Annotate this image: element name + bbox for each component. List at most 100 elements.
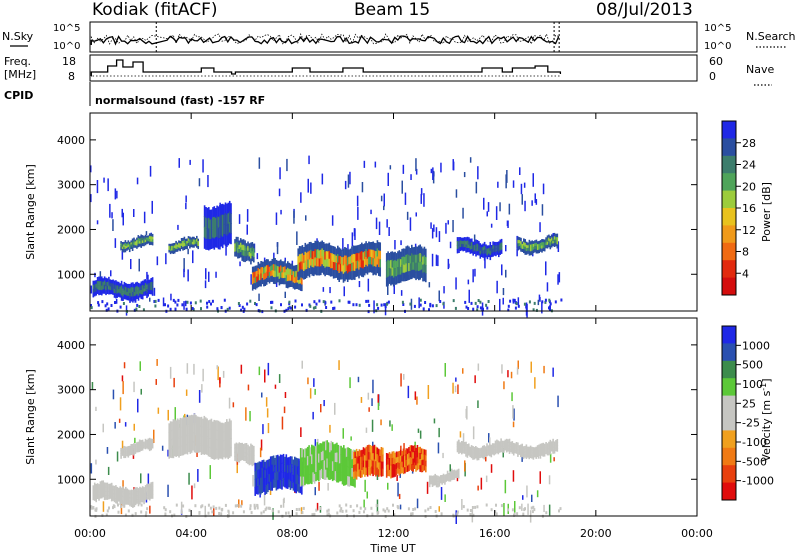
scatter-echo — [217, 366, 219, 381]
echo-cell — [322, 242, 325, 251]
echo-cell — [385, 277, 388, 287]
echo-cell — [511, 444, 514, 448]
near-range-echo — [285, 308, 288, 312]
echo-cell — [413, 246, 416, 256]
echo-cell — [317, 249, 319, 259]
echo-cell — [327, 251, 329, 260]
echo-cell — [227, 234, 230, 246]
echo-cell — [214, 420, 217, 431]
echo-cell — [366, 250, 369, 260]
scatter-echo — [495, 206, 498, 220]
echo-cell — [277, 454, 279, 464]
scatter-echo — [112, 219, 114, 231]
echo-cell — [244, 245, 246, 252]
echo-cell — [112, 492, 114, 498]
echo-cell — [133, 240, 135, 243]
scatter-echo — [249, 411, 251, 422]
echo-cell — [536, 453, 539, 457]
echo-cell — [441, 479, 443, 483]
scatter-echo — [438, 231, 441, 242]
echo-cell — [475, 239, 477, 245]
echo-cell — [345, 255, 348, 264]
echo-cell — [182, 435, 185, 446]
echo-cell — [309, 465, 312, 475]
echo-cell — [404, 256, 406, 266]
echo-cell — [291, 456, 293, 465]
echo-cell — [214, 208, 217, 219]
echo-cell — [395, 457, 398, 464]
echo-cell — [425, 460, 427, 467]
echo-cell — [117, 494, 120, 499]
echo-cell — [230, 438, 232, 448]
echo-cell — [325, 450, 327, 461]
echo-cell — [460, 447, 463, 452]
echo-cell — [151, 494, 154, 499]
echo-cell — [300, 269, 302, 278]
scatter-echo — [209, 465, 211, 479]
scatter-echo — [452, 159, 454, 171]
echo-cell — [140, 440, 143, 444]
echo-cell — [176, 242, 179, 246]
echo-cell — [344, 247, 346, 256]
near-range-echo — [513, 512, 516, 516]
beam-title: Beam 15 — [354, 0, 430, 20]
echo-cell — [289, 464, 292, 474]
echo-cell — [213, 439, 216, 450]
echo-cell — [545, 239, 547, 244]
near-range-echo — [345, 503, 348, 507]
echo-cell — [171, 248, 173, 251]
echo-cell — [119, 495, 122, 501]
echo-cell — [379, 259, 382, 269]
scatter-echo — [258, 293, 260, 301]
echo-cell — [545, 237, 547, 241]
echo-cell — [518, 449, 521, 453]
echo-cell — [304, 242, 307, 253]
echo-cell — [387, 251, 389, 261]
echo-cell — [313, 455, 316, 466]
echo-cell — [397, 451, 399, 458]
time-axis: 00:00 04:00 08:00 12:00 16:00 20:00 00:00 — [74, 113, 713, 540]
echo-cell — [194, 243, 197, 247]
echo-cell — [186, 246, 188, 250]
echo-cell — [490, 453, 493, 458]
echo-cell — [306, 474, 309, 485]
echo-cell — [146, 235, 148, 239]
echo-cell — [552, 446, 554, 451]
echo-cell — [169, 251, 172, 255]
echo-cell — [176, 249, 179, 252]
scatter-echo — [123, 362, 126, 369]
scatter-echo — [119, 397, 122, 411]
echo-cell — [99, 281, 102, 287]
echo-cell — [358, 456, 361, 464]
echo-cell — [150, 441, 153, 445]
echo-cell — [146, 446, 148, 449]
echo-cell — [110, 290, 113, 295]
echo-cell — [223, 440, 225, 449]
scatter-echo — [111, 212, 113, 219]
echo-cell — [146, 280, 148, 286]
echo-cell — [543, 446, 546, 451]
echo-cell — [418, 463, 420, 470]
echo-cell — [546, 235, 549, 240]
echo-cell — [189, 242, 191, 246]
echo-cell — [143, 444, 145, 448]
echo-cell — [549, 245, 552, 250]
echo-cell — [493, 245, 496, 250]
echo-cell — [214, 217, 217, 229]
echo-cell — [362, 268, 365, 278]
scatter-echo — [400, 373, 402, 387]
echo-cell — [102, 289, 105, 294]
echo-cell — [277, 271, 279, 278]
echo-cell — [324, 251, 326, 261]
echo-cell — [446, 473, 449, 477]
echo-cell — [338, 272, 341, 282]
echo-cell — [108, 285, 110, 291]
echo-cell — [149, 279, 151, 284]
echo-cell — [535, 455, 538, 459]
near-range-echo — [174, 300, 177, 304]
echo-cell — [148, 444, 151, 448]
echo-cell — [216, 439, 218, 450]
echo-cell — [277, 471, 279, 481]
echo-cell — [313, 251, 315, 260]
near-range-echo — [535, 308, 538, 312]
